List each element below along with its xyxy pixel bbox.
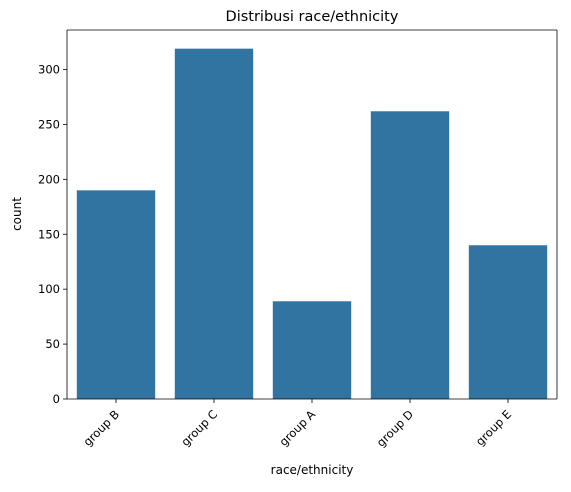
- y-tick-label: 0: [53, 392, 60, 406]
- bar-group-d: [370, 111, 450, 400]
- plot-area: [66, 29, 558, 400]
- bar-group-b: [76, 190, 156, 399]
- x-axis-label: race/ethnicity: [271, 463, 354, 477]
- x-axis: group B group C group A group D group E: [80, 399, 514, 450]
- y-axis-label: count: [10, 197, 24, 231]
- y-tick-label: 200: [38, 172, 60, 186]
- x-tick-label: group D: [374, 407, 416, 449]
- y-tick-label: 150: [38, 227, 60, 241]
- bar-group-a: [272, 301, 352, 399]
- y-tick-label: 250: [38, 117, 60, 131]
- y-tick-label: 300: [38, 63, 60, 77]
- x-tick-label: group A: [276, 407, 318, 449]
- chart-title: Distribusi race/ethnicity: [226, 9, 399, 25]
- x-tick-label: group B: [80, 407, 122, 449]
- y-tick-label: 50: [45, 337, 60, 351]
- bar-group-c: [174, 48, 254, 399]
- y-axis: 0 50 100 150 200 250 300: [38, 63, 67, 406]
- x-tick-label: group E: [473, 407, 514, 448]
- x-tick-label: group C: [178, 407, 220, 449]
- y-tick-label: 100: [38, 282, 60, 296]
- bar-group-e: [468, 245, 548, 399]
